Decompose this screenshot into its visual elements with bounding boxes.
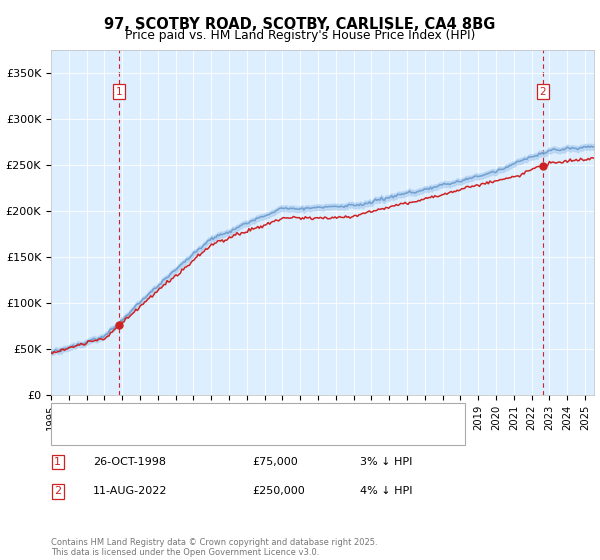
Text: £250,000: £250,000 bbox=[252, 486, 305, 496]
Text: 1: 1 bbox=[54, 457, 61, 467]
Text: HPI: Average price, detached house, Cumberland: HPI: Average price, detached house, Cumb… bbox=[92, 430, 337, 440]
Text: 26-OCT-1998: 26-OCT-1998 bbox=[93, 457, 166, 467]
Text: 11-AUG-2022: 11-AUG-2022 bbox=[93, 486, 167, 496]
Text: 3% ↓ HPI: 3% ↓ HPI bbox=[360, 457, 412, 467]
Text: 4% ↓ HPI: 4% ↓ HPI bbox=[360, 486, 413, 496]
Text: £75,000: £75,000 bbox=[252, 457, 298, 467]
Text: 2: 2 bbox=[539, 87, 546, 97]
Text: Price paid vs. HM Land Registry's House Price Index (HPI): Price paid vs. HM Land Registry's House … bbox=[125, 29, 475, 42]
Text: 97, SCOTBY ROAD, SCOTBY, CARLISLE, CA4 8BG (detached house): 97, SCOTBY ROAD, SCOTBY, CARLISLE, CA4 8… bbox=[92, 410, 422, 421]
Text: 97, SCOTBY ROAD, SCOTBY, CARLISLE, CA4 8BG: 97, SCOTBY ROAD, SCOTBY, CARLISLE, CA4 8… bbox=[104, 17, 496, 32]
Text: Contains HM Land Registry data © Crown copyright and database right 2025.
This d: Contains HM Land Registry data © Crown c… bbox=[51, 538, 377, 557]
Text: 2: 2 bbox=[54, 486, 61, 496]
Text: 1: 1 bbox=[116, 87, 122, 97]
